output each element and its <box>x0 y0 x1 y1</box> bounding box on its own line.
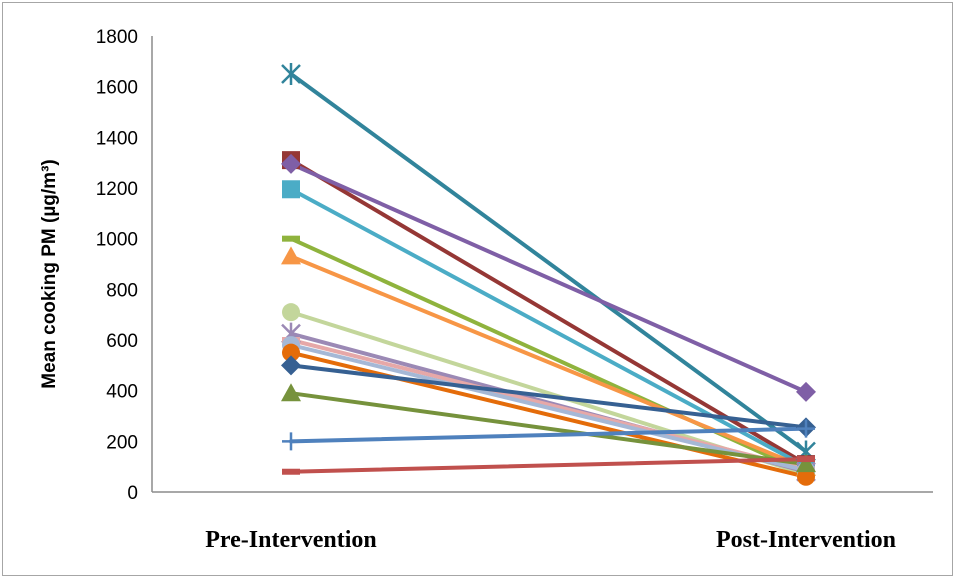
y-tick-label: 1600 <box>96 78 138 99</box>
series-line <box>289 350 808 479</box>
data-point-marker <box>282 468 300 475</box>
data-point-marker <box>282 180 300 199</box>
y-tick-label: 200 <box>106 432 138 453</box>
y-tick-labels: 0 200 400 600 800 1000 1200 1400 1600 1800 <box>96 27 138 504</box>
data-point-marker <box>281 383 301 402</box>
data-point-marker <box>796 454 816 473</box>
data-point-marker <box>282 432 300 451</box>
y-tick-label: 400 <box>106 382 138 403</box>
series-lines <box>289 72 808 479</box>
data-point-marker <box>796 381 816 402</box>
data-point-marker <box>281 355 301 376</box>
data-point-marker <box>281 246 301 265</box>
data-point-marker <box>797 419 815 438</box>
series-line <box>289 161 808 394</box>
data-point-marker <box>282 343 300 362</box>
data-point-marker <box>797 467 815 486</box>
y-tick-label: 1200 <box>96 179 138 200</box>
y-tick-label: 0 <box>127 483 138 504</box>
series-line <box>289 187 808 469</box>
series-line <box>289 391 808 467</box>
series-line <box>289 72 808 454</box>
series-line <box>289 363 808 430</box>
data-point-marker <box>281 153 301 174</box>
y-tick-label: 1000 <box>96 230 138 251</box>
y-tick-label: 1800 <box>96 27 138 48</box>
plot-area: 0 200 400 600 800 1000 1200 1400 1600 1800 Pre-In… <box>96 27 933 553</box>
data-point-marker <box>281 63 301 85</box>
series-line <box>289 343 808 473</box>
series-markers <box>281 63 816 486</box>
data-point-marker <box>282 235 300 242</box>
x-category-label: Post-Intervention <box>716 527 896 553</box>
series-line <box>289 457 808 474</box>
series-line <box>289 158 808 467</box>
y-tick-label: 1400 <box>96 128 138 149</box>
y-tick-label: 600 <box>106 331 138 352</box>
data-point-marker <box>282 303 300 322</box>
y-tick-label: 800 <box>106 280 138 301</box>
x-category-labels: Pre-Intervention Post-Intervention <box>205 527 896 553</box>
series-line <box>289 426 808 444</box>
y-axis-label: Mean cooking PM (µg/m³) <box>39 159 60 388</box>
data-point-marker <box>797 456 815 463</box>
x-category-label: Pre-Intervention <box>205 527 377 553</box>
